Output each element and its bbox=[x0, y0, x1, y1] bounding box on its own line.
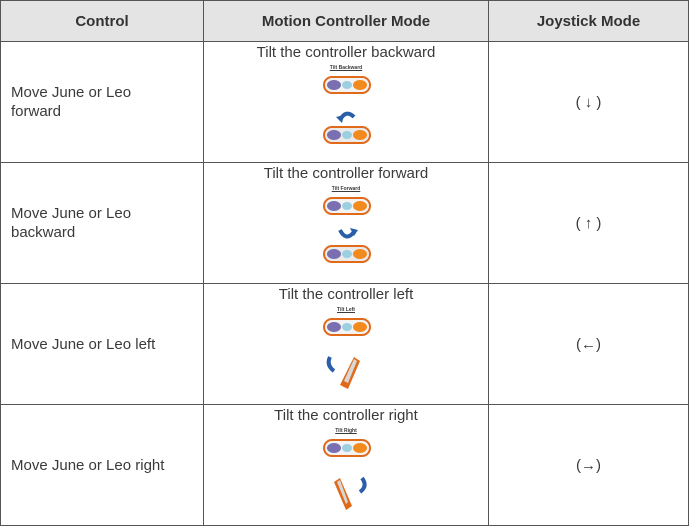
motion-text: Tilt the controller backward bbox=[256, 44, 436, 61]
joystick-cell: (←) bbox=[488, 283, 689, 405]
controller-illustration bbox=[323, 76, 371, 144]
header-row: Control Motion Controller Mode Joystick … bbox=[0, 0, 689, 42]
motion-text: Tilt the controller left bbox=[278, 286, 414, 303]
table-body: Move June or Leo forward Tilt the control… bbox=[0, 41, 689, 526]
table-row: Move June or Leo forward Tilt the control… bbox=[0, 41, 689, 163]
joystick-cell: ( ↑ ) bbox=[488, 162, 689, 284]
motion-text: Tilt the controller forward bbox=[263, 165, 429, 182]
control-cell: Move June or Leo right bbox=[0, 404, 204, 526]
table-row: Move June or Leo left Tilt the controller… bbox=[0, 283, 689, 405]
header-cell: Joystick Mode bbox=[488, 0, 689, 42]
motion-cell: Tilt the controller forward Tilt Forward bbox=[203, 162, 489, 284]
image-caption: Tilt Forward bbox=[331, 186, 361, 192]
control-text: Move June or Leo right bbox=[11, 456, 165, 474]
table-row: Move June or Leo right Tilt the controlle… bbox=[0, 404, 689, 526]
motion-cell: Tilt the controller left Tilt Left bbox=[203, 283, 489, 405]
joystick-cell: ( ↓ ) bbox=[488, 41, 689, 163]
image-caption: Tilt Left bbox=[337, 307, 355, 313]
motion-cell: Tilt the controller backward Tilt Backwar… bbox=[203, 41, 489, 163]
control-cell: Move June or Leo backward bbox=[0, 162, 204, 284]
control-cell: Move June or Leo forward bbox=[0, 41, 204, 163]
header-cell: Control bbox=[0, 0, 204, 42]
joystick-cell: (→) bbox=[488, 404, 689, 526]
controller-illustration bbox=[323, 197, 371, 263]
motion-text: Tilt the controller right bbox=[274, 407, 418, 424]
illustration bbox=[204, 315, 488, 395]
control-cell: Move June or Leo left bbox=[0, 283, 204, 405]
controller-illustration bbox=[323, 439, 371, 510]
motion-cell: Tilt the controller right Tilt Right bbox=[203, 404, 489, 526]
illustration bbox=[204, 194, 488, 274]
illustration bbox=[204, 73, 488, 153]
header-cell: Motion Controller Mode bbox=[203, 0, 489, 42]
control-text: Move June or Leo backward bbox=[11, 205, 132, 241]
image-caption: Tilt Backward bbox=[329, 65, 363, 71]
controller-illustration bbox=[323, 318, 371, 389]
image-caption: Tilt Right bbox=[335, 428, 357, 434]
control-text: Move June or Leo left bbox=[11, 335, 156, 353]
illustration bbox=[204, 436, 488, 516]
table-row: Move June or Leo backward Tilt the contro… bbox=[0, 162, 689, 284]
control-text: Move June or Leo forward bbox=[11, 84, 132, 120]
